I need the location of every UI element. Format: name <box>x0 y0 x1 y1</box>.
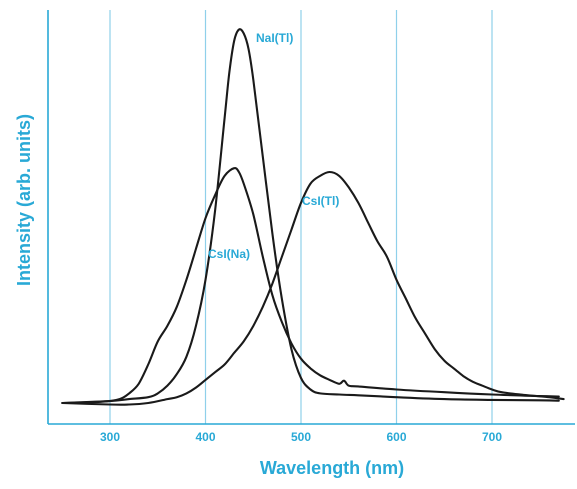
x-tick-label-700: 700 <box>482 430 502 444</box>
series-label-nai-tl: NaI(Tl) <box>256 31 293 45</box>
series-curves <box>61 28 565 406</box>
plot-frame <box>47 10 575 425</box>
series-line-csi-na <box>61 167 560 405</box>
x-tick-label-300: 300 <box>100 430 120 444</box>
series-labels: NaI(Tl) CsI(Na) CsI(Tl) <box>208 31 339 261</box>
x-tick-label-600: 600 <box>386 430 406 444</box>
series-line-nai-tl <box>61 28 560 405</box>
x-tick-labels: 300 400 500 600 700 <box>100 430 502 444</box>
x-tick-label-500: 500 <box>291 430 311 444</box>
grid-lines <box>109 10 493 424</box>
series-label-csi-na: CsI(Na) <box>208 247 250 261</box>
series-line-csi-tl <box>61 170 565 406</box>
y-axis-title: Intensity (arb. units) <box>14 114 34 286</box>
x-tick-label-400: 400 <box>195 430 215 444</box>
series-label-csi-tl: CsI(Tl) <box>302 194 339 208</box>
x-axis-title: Wavelength (nm) <box>260 458 404 478</box>
